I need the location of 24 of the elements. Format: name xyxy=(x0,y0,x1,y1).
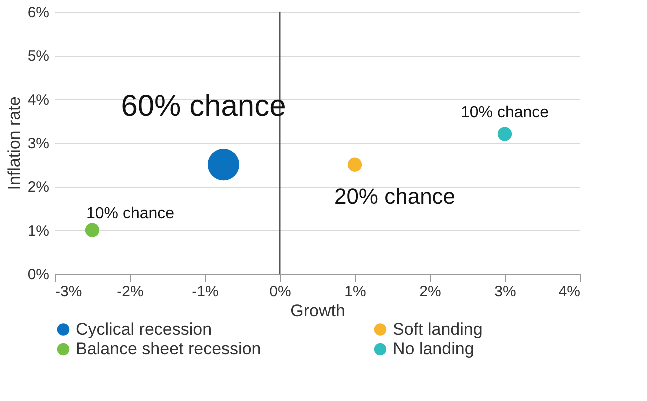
x-tick-label: 3% xyxy=(494,284,516,300)
annotation: 20% chance xyxy=(334,184,456,209)
y-tick-label: 0% xyxy=(28,266,50,284)
y-tick-label: 5% xyxy=(28,48,50,66)
x-tick-label: 0% xyxy=(270,284,292,300)
legend-label: Soft landing xyxy=(393,320,483,339)
y-tick-label: 3% xyxy=(28,136,50,152)
y-tick-label: 4% xyxy=(28,92,50,109)
y-axis-title: Inflation rate xyxy=(4,96,24,190)
x-tick-label: 1% xyxy=(344,284,366,300)
legend-label: No landing xyxy=(393,340,474,358)
x-axis-title: Growth xyxy=(290,302,346,320)
legend-label: Cyclical recession xyxy=(76,320,212,339)
y-tick-label: 2% xyxy=(28,179,50,196)
annotation: 10% chance xyxy=(86,205,175,222)
annotation: 10% chance xyxy=(460,104,550,122)
x-tick-label: -2% xyxy=(117,284,144,300)
y-tick-label: 1% xyxy=(28,222,50,240)
x-tick-label: -3% xyxy=(56,284,82,300)
x-tick-label: -1% xyxy=(192,284,219,300)
legend-label: Balance sheet recession xyxy=(76,340,262,358)
x-tick-label: 2% xyxy=(420,284,442,300)
x-tick-label: 4% xyxy=(558,284,580,300)
y-tick-label: 6% xyxy=(28,4,50,22)
